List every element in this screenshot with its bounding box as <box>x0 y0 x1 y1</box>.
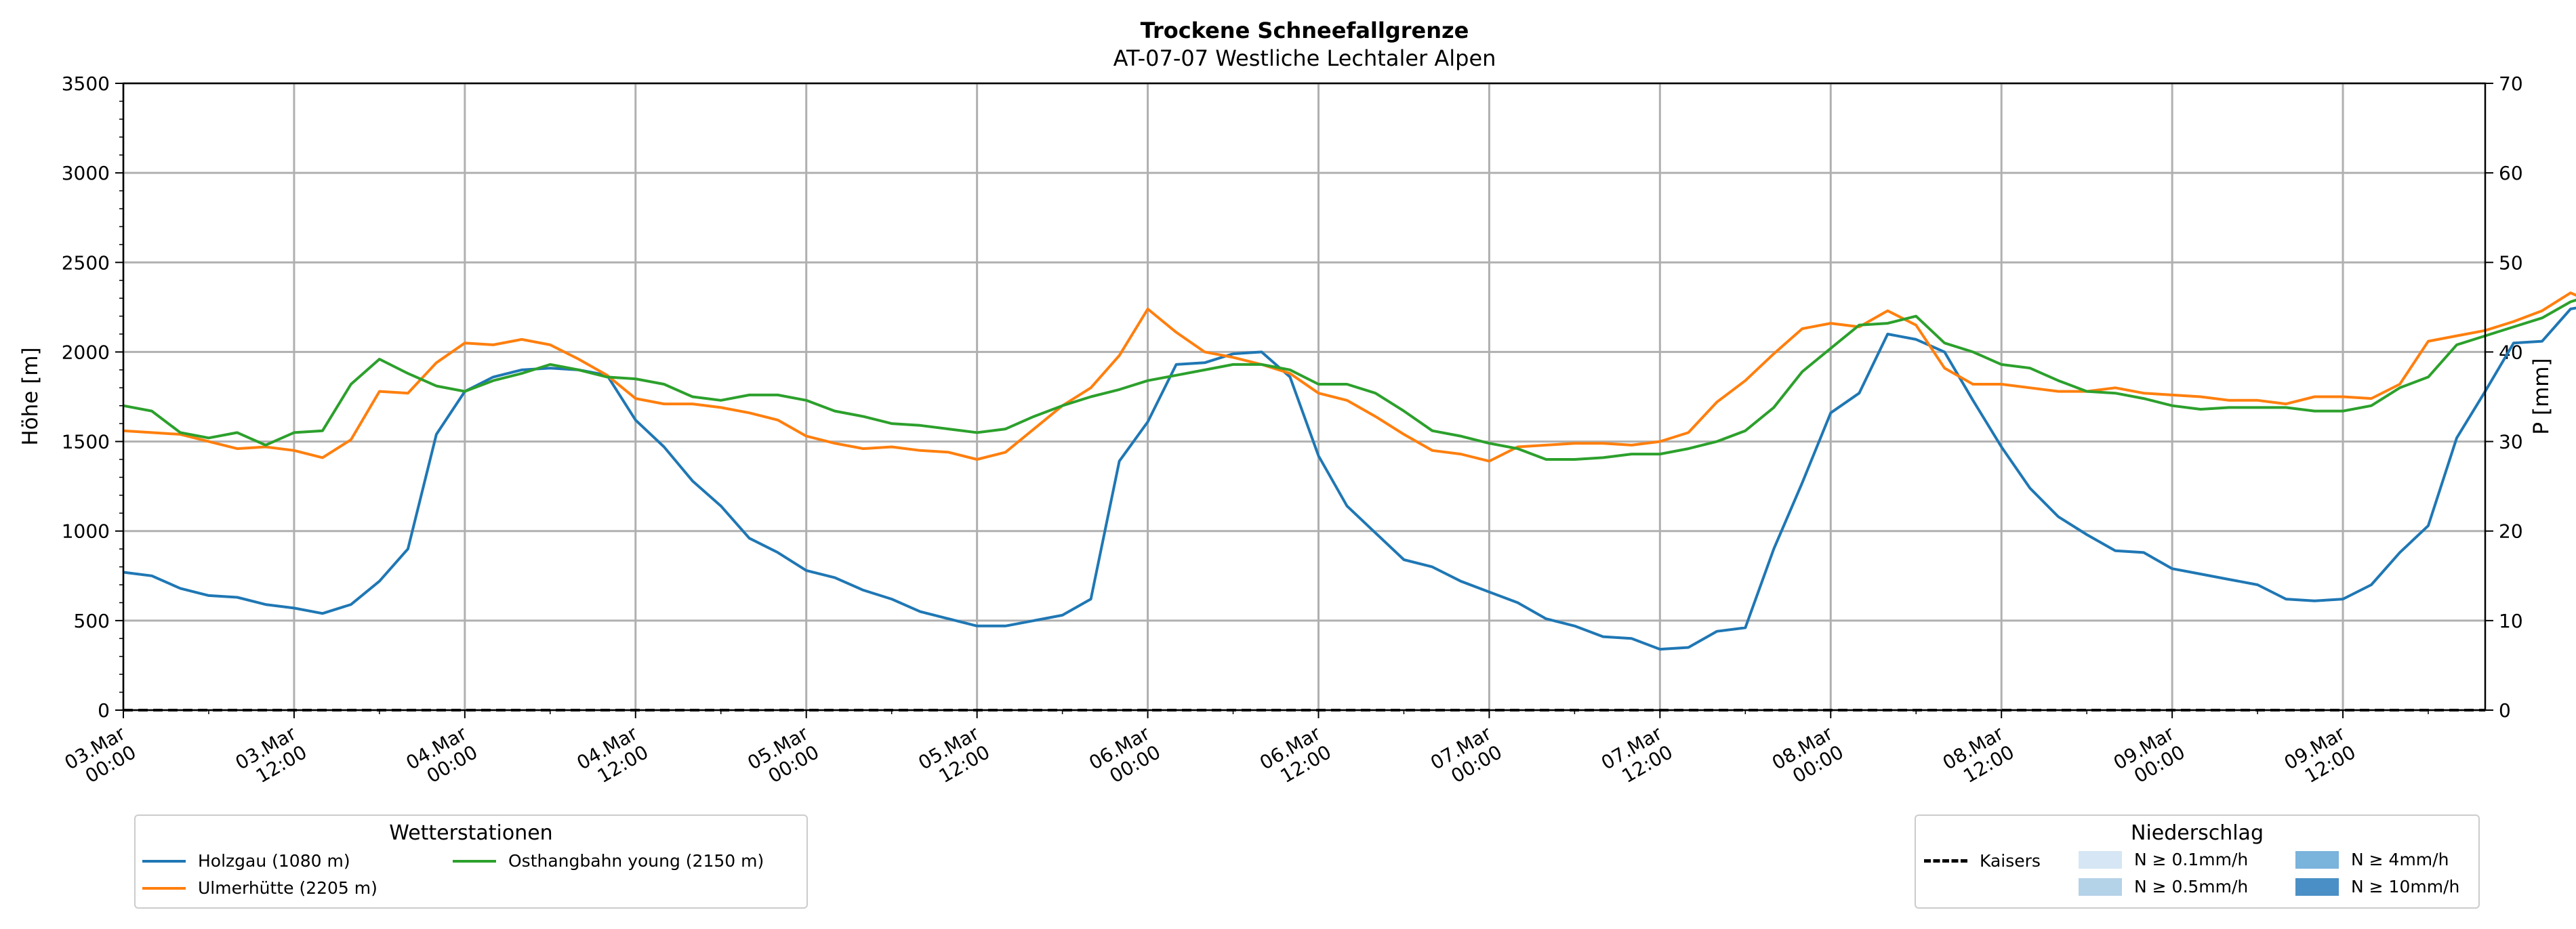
chart-subtitle: AT-07-07 Westliche Lechtaler Alpen <box>1113 45 1496 71</box>
y-tick-label-0: 0 <box>98 699 110 722</box>
y2-axis-label: P [mm] <box>2529 358 2554 434</box>
legend-label-n10: N ≥ 10mm/h <box>2351 877 2460 896</box>
legend-fill-n05 <box>2079 878 2122 896</box>
legend-item-ulmerhuette: Ulmerhütte (2205 m) <box>142 878 377 898</box>
y-axis-label: Höhe [m] <box>18 347 43 445</box>
legend-stations-title: Wetterstationen <box>389 821 553 845</box>
y-tick-label-6: 3000 <box>62 162 110 184</box>
series-line-0 <box>123 306 2576 651</box>
x-axis: 03.Mar00:00 03.Mar12:00 04.Mar00:00 04.Mar1… <box>61 710 2429 793</box>
x-tick-label-10: 08.Mar00:00 <box>1768 722 1847 793</box>
y-axis-left: 0 500 1000 1500 2000 2500 3000 3500 <box>62 73 123 722</box>
y2-tick-label-3: 30 <box>2499 431 2523 453</box>
legend-item-n10: N ≥ 10mm/h <box>2295 877 2459 896</box>
y2-tick-label-2: 20 <box>2499 520 2523 543</box>
series-lines <box>123 291 2576 711</box>
legend-label-n01: N ≥ 0.1mm/h <box>2134 850 2249 869</box>
y-tick-label-1: 500 <box>74 610 110 632</box>
y-tick-label-5: 2500 <box>62 251 110 274</box>
legend-precipitation: Niederschlag Kaisers N ≥ 0.1mm/h N ≥ 0.5… <box>1915 814 2480 909</box>
x-tick-label-13: 09.Mar12:00 <box>2281 722 2360 793</box>
x-tick-label-6: 06.Mar00:00 <box>1085 722 1164 793</box>
x-tick-label-3: 04.Mar12:00 <box>573 722 652 793</box>
y-tick-label-2: 1000 <box>62 520 110 543</box>
x-tick-label-7: 06.Mar12:00 <box>1256 722 1335 793</box>
y-tick-label-3: 1500 <box>62 431 110 453</box>
grid <box>122 82 2485 711</box>
x-tick-label-8: 07.Mar00:00 <box>1427 722 1506 793</box>
legend-stations: Wetterstationen Holzgau (1080 m) Ulmerhü… <box>134 814 808 909</box>
legend-precip-title: Niederschlag <box>2131 821 2264 845</box>
legend-fill-n01 <box>2079 850 2122 869</box>
legend-swatch-kaisers <box>1924 859 1967 863</box>
series-line-1 <box>123 291 2576 463</box>
x-tick-label-9: 07.Mar12:00 <box>1597 722 1677 793</box>
x-tick-label-5: 05.Mar12:00 <box>914 722 994 793</box>
y-tick-label-7: 3500 <box>62 73 110 95</box>
plot-frame <box>122 82 2487 711</box>
y2-tick-label-0: 0 <box>2499 699 2511 722</box>
legend-swatch-ulmerhuette <box>142 886 186 890</box>
x-tick-label-11: 08.Mar12:00 <box>1939 722 2018 793</box>
y2-tick-label-6: 60 <box>2499 162 2523 184</box>
series-line-2 <box>123 298 2576 461</box>
legend-label-osthangbahn: Osthangbahn young (2150 m) <box>508 851 764 871</box>
y2-tick-label-5: 50 <box>2499 251 2523 274</box>
x-tick-label-0: 03.Mar00:00 <box>61 722 140 793</box>
legend-fill-n4 <box>2295 850 2339 869</box>
legend-item-n05: N ≥ 0.5mm/h <box>2079 877 2248 896</box>
y2-tick-label-1: 10 <box>2499 610 2523 632</box>
legend-label-n05: N ≥ 0.5mm/h <box>2134 877 2249 896</box>
x-tick-label-2: 04.Mar00:00 <box>403 722 482 793</box>
legend-item-holzgau: Holzgau (1080 m) <box>142 851 350 871</box>
x-tick-label-1: 03.Mar12:00 <box>232 722 311 793</box>
y-tick-label-4: 2000 <box>62 341 110 363</box>
legend-item-osthangbahn: Osthangbahn young (2150 m) <box>453 851 764 871</box>
chart-title: Trockene Schneefallgrenze <box>1141 18 1469 43</box>
legend-label-kaisers: Kaisers <box>1980 851 2041 871</box>
legend-label-holzgau: Holzgau (1080 m) <box>198 851 350 871</box>
legend-item-kaisers: Kaisers <box>1924 851 2041 871</box>
y2-tick-label-7: 70 <box>2499 73 2523 95</box>
legend-label-ulmerhuette: Ulmerhütte (2205 m) <box>198 878 377 898</box>
legend-label-n4: N ≥ 4mm/h <box>2351 850 2449 869</box>
legend-item-n01: N ≥ 0.1mm/h <box>2079 850 2248 869</box>
x-tick-label-12: 09.Mar00:00 <box>2110 722 2189 793</box>
legend-swatch-holzgau <box>142 859 186 863</box>
legend-fill-n10 <box>2295 878 2339 896</box>
legend-item-n4: N ≥ 4mm/h <box>2295 850 2449 869</box>
legend-swatch-osthangbahn <box>453 859 496 863</box>
x-tick-label-4: 05.Mar00:00 <box>743 722 823 793</box>
